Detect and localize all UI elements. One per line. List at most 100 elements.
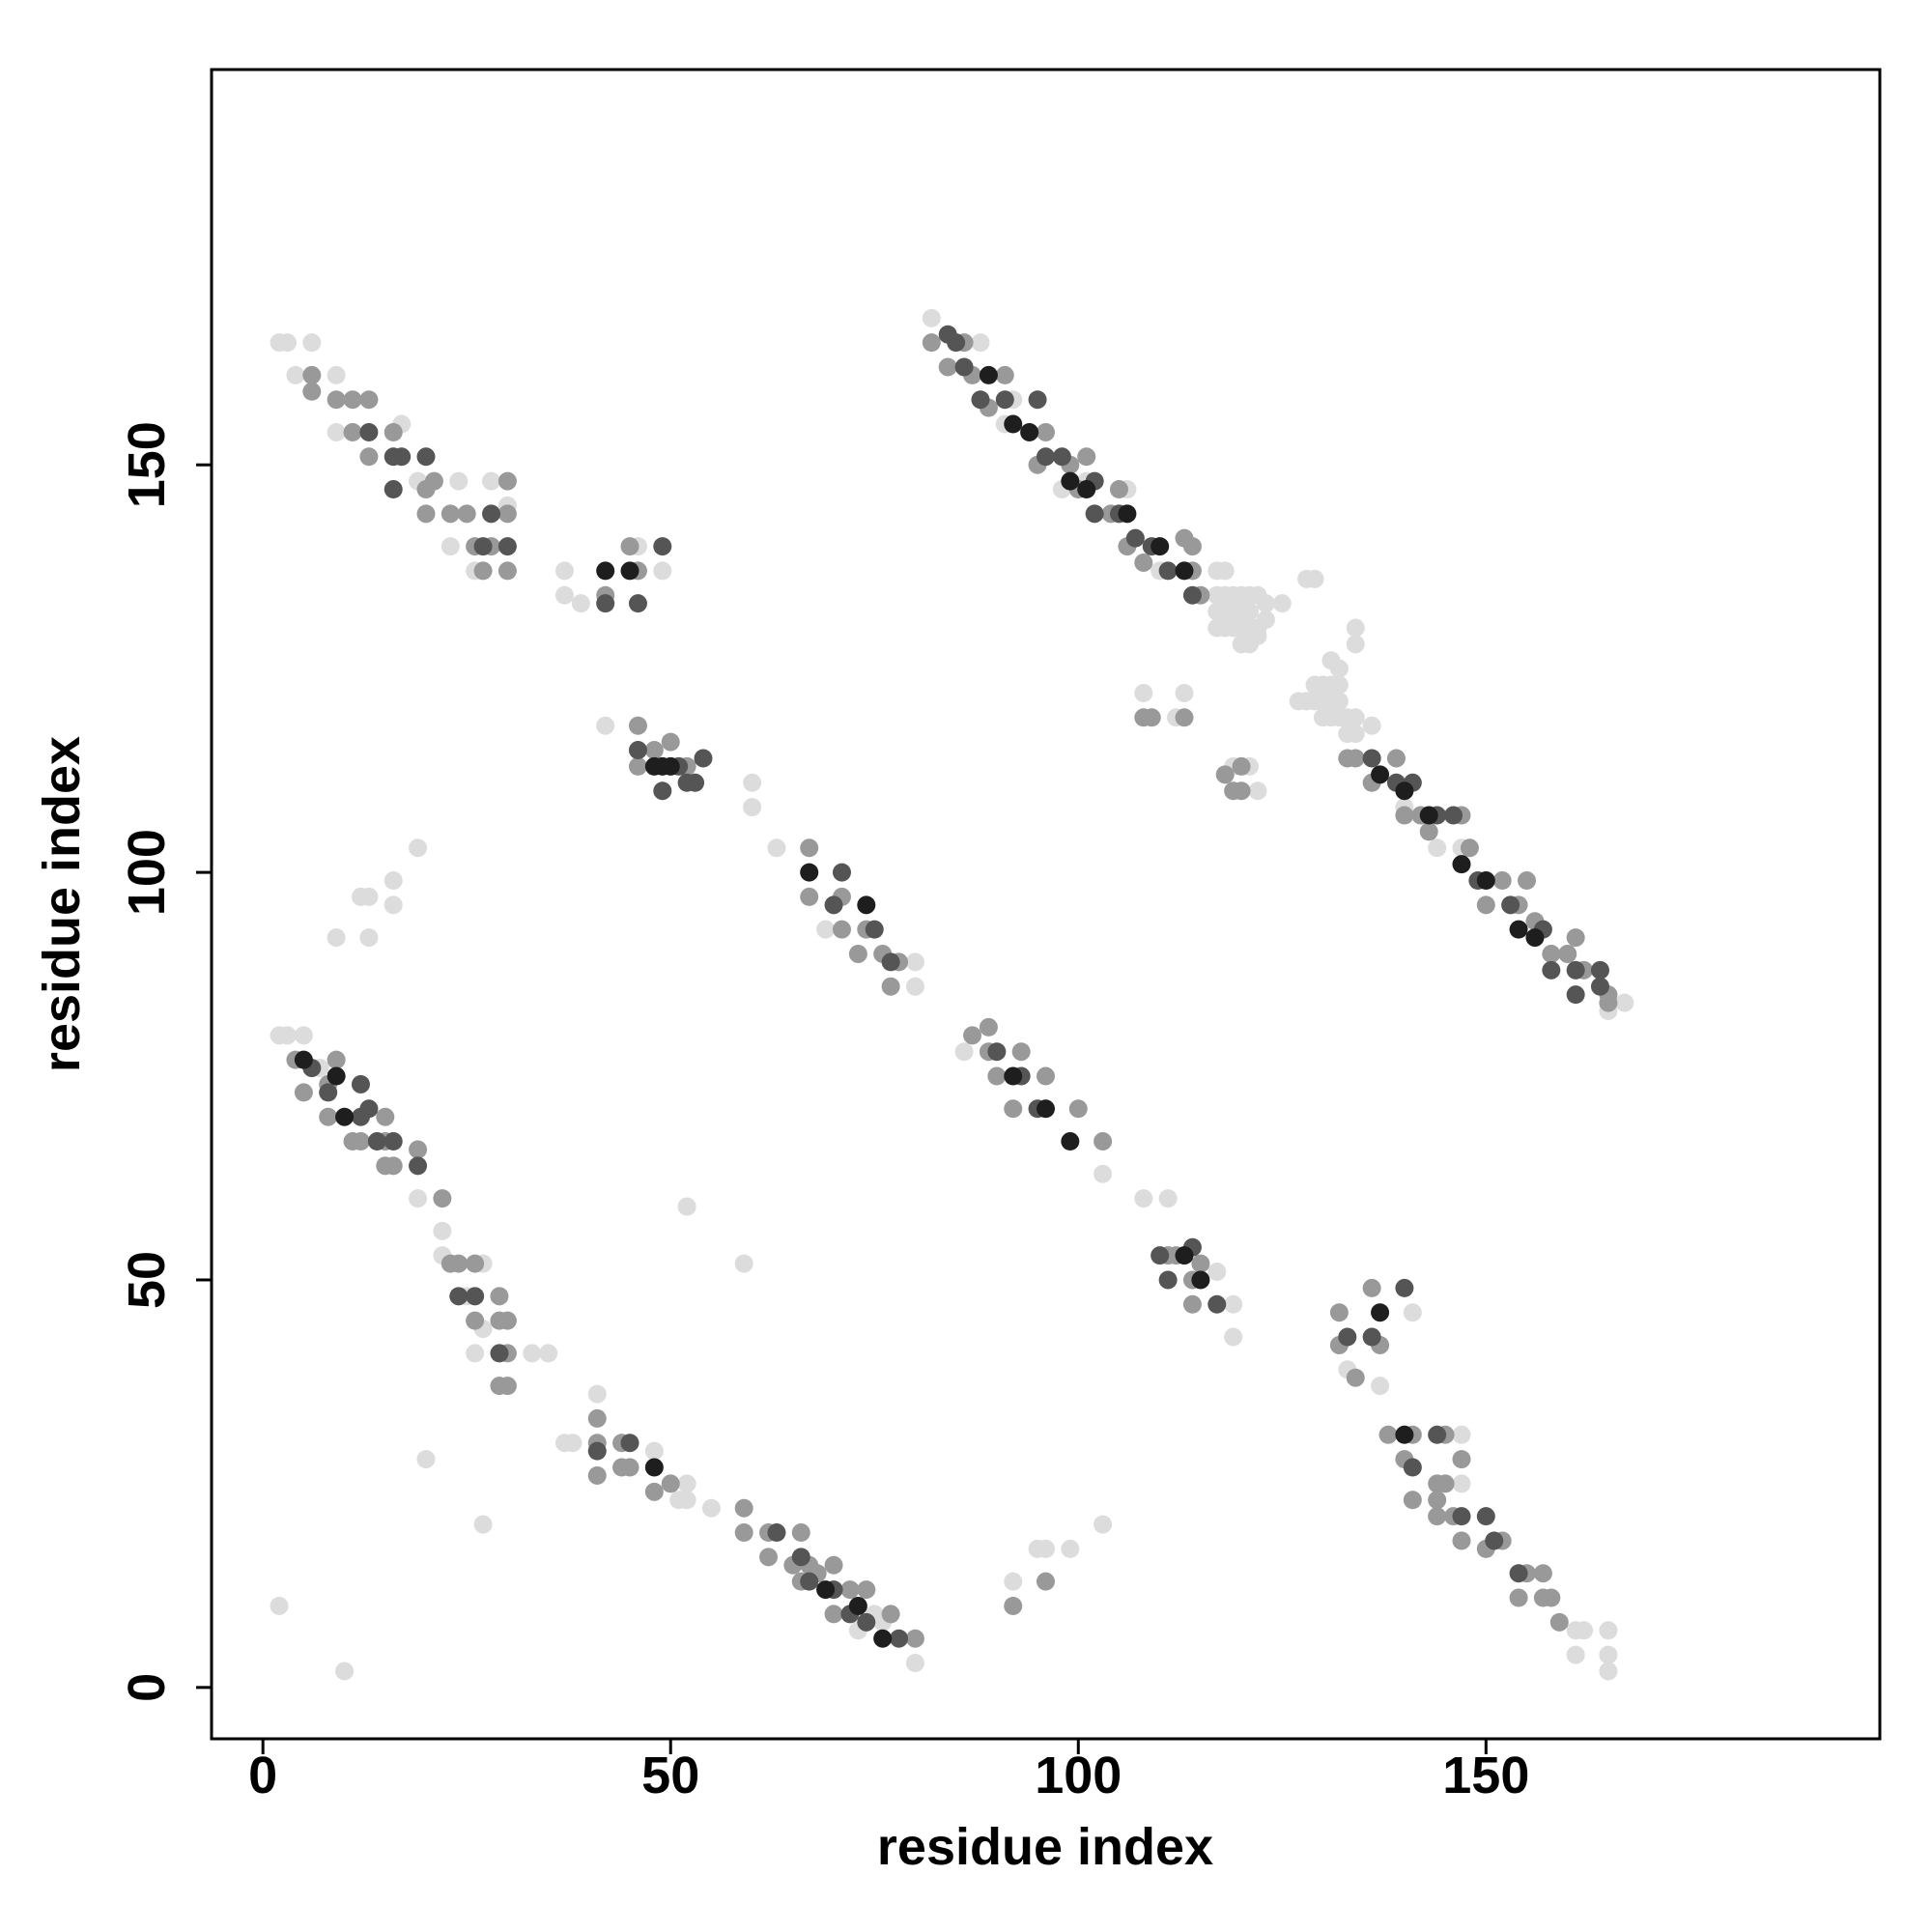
y-tick-label: 100 bbox=[118, 829, 176, 916]
contact-point bbox=[327, 422, 346, 441]
contact-point bbox=[327, 365, 346, 384]
contact-point bbox=[1037, 422, 1055, 441]
contact-point bbox=[384, 422, 403, 441]
contact-point bbox=[1476, 871, 1495, 891]
contact-point bbox=[1362, 749, 1381, 768]
contact-point bbox=[1004, 1099, 1023, 1119]
contact-point bbox=[677, 1474, 696, 1493]
contact-point bbox=[587, 1441, 607, 1461]
contact-point bbox=[1256, 594, 1275, 613]
contact-point bbox=[327, 390, 346, 410]
contact-point bbox=[1395, 806, 1414, 825]
contact-point bbox=[1362, 1278, 1381, 1297]
contact-point bbox=[644, 1458, 664, 1477]
contact-point bbox=[1444, 806, 1463, 825]
contact-point bbox=[881, 977, 900, 996]
contact-point bbox=[278, 333, 297, 353]
contact-point bbox=[367, 1132, 386, 1151]
contact-point bbox=[351, 1074, 370, 1094]
contact-point bbox=[1346, 724, 1365, 744]
contact-point bbox=[1037, 447, 1055, 467]
y-tick-label: 150 bbox=[118, 421, 176, 508]
contact-point bbox=[1403, 1491, 1422, 1510]
contact-point bbox=[800, 863, 819, 882]
contact-point bbox=[1386, 749, 1406, 768]
contact-point bbox=[409, 1189, 428, 1208]
contact-point bbox=[1403, 1458, 1422, 1477]
contact-point bbox=[1094, 1515, 1113, 1534]
contact-point bbox=[1232, 756, 1251, 776]
contact-point bbox=[979, 365, 998, 384]
contact-point bbox=[392, 447, 412, 467]
contact-point bbox=[1566, 985, 1585, 1005]
contact-point bbox=[881, 1605, 900, 1624]
contact-point bbox=[1566, 1645, 1585, 1664]
contact-point bbox=[359, 447, 379, 467]
contact-point bbox=[554, 585, 574, 605]
contact-point bbox=[327, 928, 346, 948]
contact-point bbox=[1037, 1066, 1055, 1086]
contact-point bbox=[954, 1042, 974, 1062]
contact-point bbox=[1378, 1425, 1398, 1444]
contact-point bbox=[694, 749, 713, 768]
contact-point bbox=[1395, 781, 1414, 801]
contact-point bbox=[1208, 1263, 1227, 1282]
contact-point bbox=[1248, 781, 1267, 801]
contact-point bbox=[816, 920, 836, 939]
contact-point bbox=[1109, 480, 1128, 499]
contact-point bbox=[294, 1050, 313, 1069]
contact-point bbox=[424, 471, 443, 491]
contact-point bbox=[1533, 1564, 1552, 1583]
contact-point bbox=[1485, 1531, 1504, 1550]
contact-point bbox=[1566, 928, 1585, 948]
contact-point bbox=[1428, 1425, 1447, 1444]
contact-point bbox=[1371, 1377, 1390, 1396]
contact-point bbox=[343, 390, 362, 410]
contact-point bbox=[628, 594, 647, 613]
contact-point bbox=[1061, 1132, 1080, 1151]
contact-point bbox=[995, 365, 1014, 384]
contact-point bbox=[433, 1221, 452, 1240]
contact-point bbox=[686, 773, 705, 792]
contact-point bbox=[1395, 1425, 1414, 1444]
contact-point bbox=[701, 1498, 721, 1518]
contact-point bbox=[987, 1066, 1007, 1086]
contact-point bbox=[644, 1441, 664, 1461]
contact-point bbox=[1460, 838, 1479, 858]
contact-point bbox=[734, 1523, 753, 1543]
contact-point bbox=[1435, 1474, 1455, 1493]
contact-point bbox=[661, 1474, 680, 1493]
contact-point bbox=[1061, 1539, 1080, 1558]
contact-point bbox=[539, 1344, 558, 1363]
contact-point bbox=[554, 561, 574, 581]
contact-point bbox=[1182, 585, 1202, 605]
contact-point bbox=[596, 561, 615, 581]
contact-point bbox=[1158, 1270, 1178, 1290]
contact-point bbox=[409, 838, 428, 858]
contact-point bbox=[1011, 1042, 1031, 1062]
contact-point bbox=[824, 1555, 843, 1575]
contact-point bbox=[743, 773, 762, 792]
contact-point bbox=[1371, 765, 1390, 784]
contact-point bbox=[1509, 1564, 1528, 1583]
contact-point bbox=[1004, 1572, 1023, 1591]
contact-point bbox=[881, 952, 900, 972]
contact-point bbox=[1208, 1294, 1227, 1314]
contact-point bbox=[848, 1596, 867, 1615]
contact-point bbox=[1615, 993, 1634, 1012]
contact-point bbox=[1151, 537, 1170, 556]
contact-point bbox=[270, 1596, 289, 1615]
contact-point bbox=[359, 422, 379, 441]
contact-point bbox=[628, 716, 647, 735]
contact-point bbox=[1542, 1588, 1561, 1607]
contact-point bbox=[1077, 480, 1096, 499]
contact-point bbox=[1037, 1572, 1055, 1591]
contact-point bbox=[800, 887, 819, 906]
contact-point bbox=[1175, 708, 1194, 727]
contact-point bbox=[767, 838, 786, 858]
contact-point bbox=[376, 1107, 395, 1126]
contact-point bbox=[449, 471, 469, 491]
contact-point bbox=[767, 1523, 786, 1543]
contact-point bbox=[857, 1612, 876, 1632]
contact-point bbox=[384, 871, 403, 891]
